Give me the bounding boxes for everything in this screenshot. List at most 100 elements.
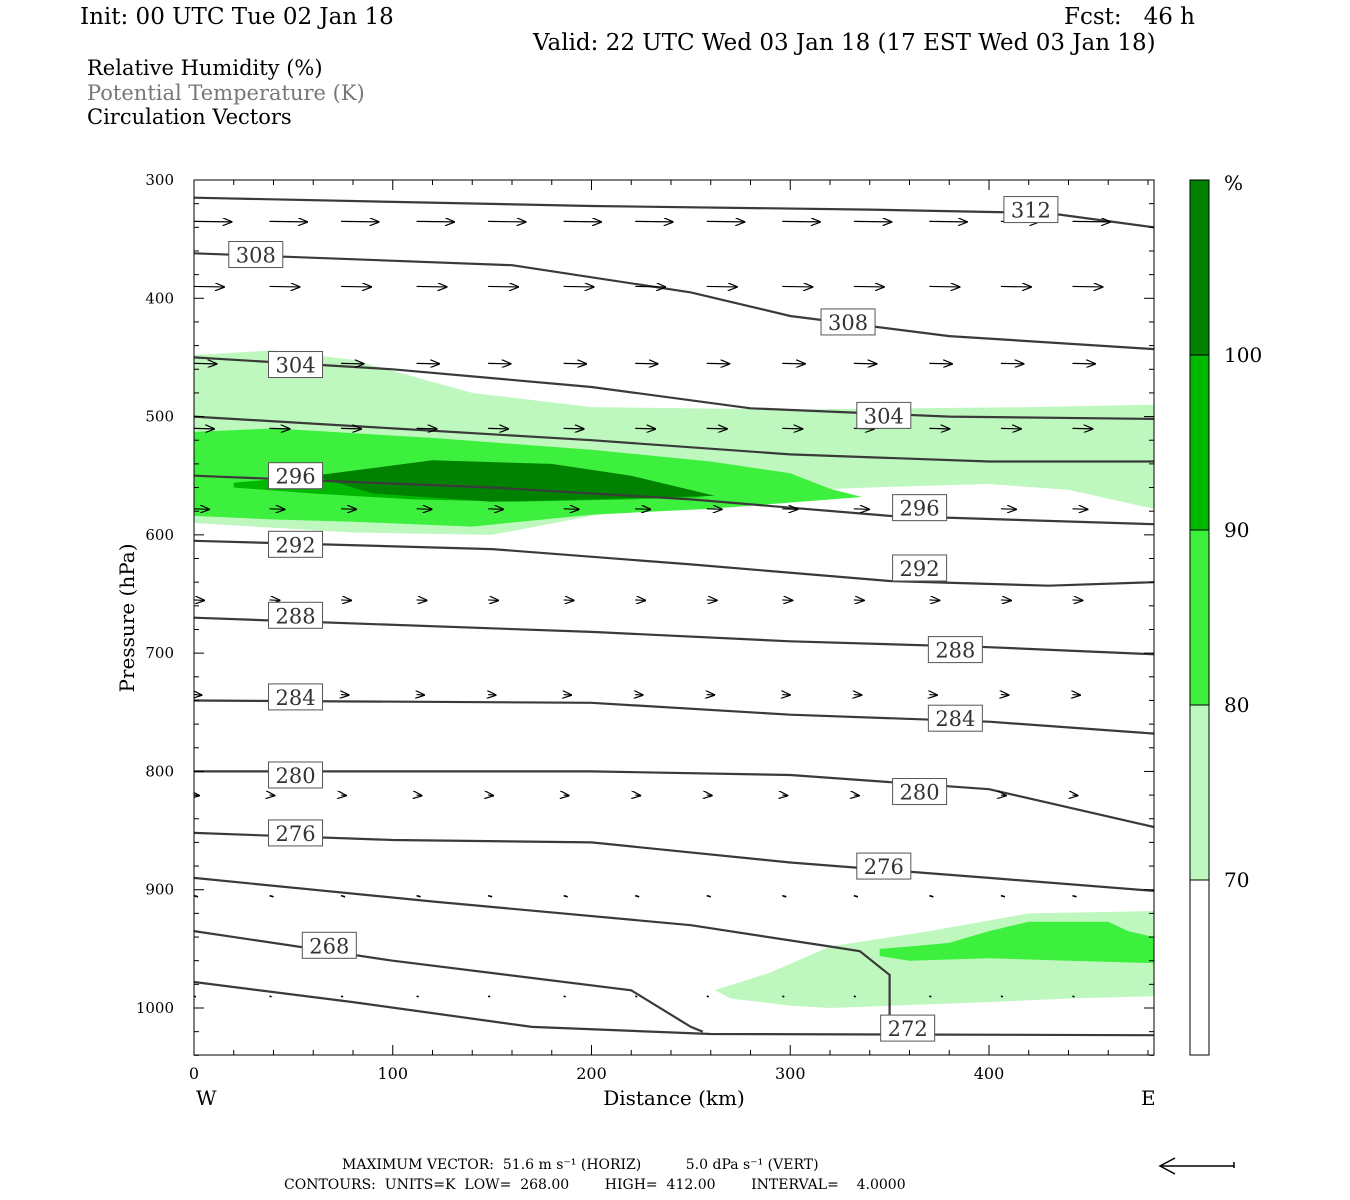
vector-735-6 [635,695,643,696]
svg-text:288: 288 [275,604,315,628]
vector-390-5 [563,286,594,287]
vector-655-3 [416,600,427,601]
isentrope-label-296-0: 296 [268,462,324,490]
colorbar-seg-3 [1190,355,1209,530]
vector-390-1 [269,286,300,287]
vector-510-1 [269,428,290,429]
isentrope-284 [194,699,1154,735]
init-time: Init: 00 UTC Tue 02 Jan 18 [80,4,394,30]
vector-390-9 [853,286,884,287]
vector-578-0 [194,509,209,510]
theta-contour-layer [194,196,1154,1037]
vector-655-7 [706,600,717,601]
vector-820-6 [635,795,640,796]
isentrope-label-280-1: 280 [892,778,948,806]
vector-820-1 [270,795,275,796]
vector-510-6 [635,428,655,429]
y-tick-label-700: 700 [145,644,174,662]
vector-905-2 [340,894,346,898]
vector-905-8 [782,894,787,898]
svg-text:296: 296 [275,465,315,489]
vector-335-1 [269,221,308,222]
isentrope-label-276-0: 276 [268,819,324,847]
y-tick-label-400: 400 [145,289,174,307]
vector-390-8 [782,286,812,287]
max-vector-text: MAXIMUM VECTOR: 51.6 m s⁻¹ (HORIZ) 5.0 d… [342,1157,819,1173]
vector-390-10 [929,286,959,287]
vector-455-12 [1072,363,1095,364]
vector-735-2 [341,695,349,696]
vector-390-6 [635,286,665,287]
x-tick-label-300: 300 [775,1064,806,1083]
vector-390-0 [194,286,224,287]
vector-510-11 [1000,428,1021,429]
vector-335-0 [194,221,232,222]
vector-510-0 [194,428,214,429]
vector-735-10 [929,695,937,696]
x-tick-label-0: 0 [189,1064,199,1083]
colorbar-seg-2 [1190,530,1209,705]
isentrope-label-280-0: 280 [268,761,324,789]
colorbar-label-80: 80 [1224,693,1249,717]
colorbar-unit-label: % [1224,171,1243,195]
vector-390-4 [488,286,518,287]
svg-text:284: 284 [275,686,315,710]
svg-text:280: 280 [275,764,315,788]
isentrope-312 [194,196,1154,229]
vector-578-11 [1000,509,1016,510]
vector-655-11 [1000,600,1011,601]
isentrope-292 [194,539,1154,587]
colorbar-seg-4 [1190,180,1209,355]
vector-990-10 [929,995,932,998]
x-axis-east-label: E [1141,1086,1156,1110]
vector-905-11 [1000,894,1006,898]
y-tick-label-1000: 1000 [136,999,174,1017]
vector-655-12 [1072,600,1082,601]
vector-510-8 [782,428,802,429]
x-axis-west-label: W [196,1086,217,1110]
vector-820-4 [488,795,493,796]
vector-735-4 [488,695,496,696]
vector-510-2 [341,428,361,429]
vector-390-7 [706,286,737,287]
vector-510-4 [488,428,508,429]
svg-text:308: 308 [236,244,276,268]
vector-655-5 [563,600,574,601]
vector-735-3 [417,695,425,696]
vector-578-2 [341,509,356,510]
y-tick-label-300: 300 [145,171,174,189]
vector-905-6 [634,894,640,898]
y-tick-label-900: 900 [145,881,174,899]
legend-theta: Potential Temperature (K) [87,81,365,105]
vector-905-4 [487,894,493,898]
svg-text:280: 280 [900,781,940,805]
vector-510-7 [706,428,727,429]
vector-390-12 [1072,286,1102,287]
x-tick-label-200: 200 [576,1064,607,1083]
vector-510-12 [1072,428,1092,429]
vector-578-8 [782,509,797,510]
vector-735-8 [782,695,790,696]
vector-578-9 [853,509,869,510]
y-tick-label-800: 800 [145,762,174,780]
svg-text:312: 312 [1011,199,1051,223]
vector-990-7 [706,995,709,998]
vector-455-10 [929,363,952,364]
isentrope-308 [194,252,1154,351]
svg-text:284: 284 [935,707,975,731]
vector-655-1 [269,600,280,601]
isentrope-272 [194,876,897,1035]
vector-578-7 [706,509,722,510]
vector-990-3 [416,995,419,998]
vector-510-10 [929,428,949,429]
vector-905-3 [416,894,421,898]
isentrope-268 [194,930,704,1033]
rh-region-100-3 [313,460,715,502]
vector-990-12 [1072,995,1075,998]
isentrope-label-284-1: 284 [927,704,983,732]
vector-820-11 [1001,795,1006,796]
vector-990-6 [634,995,638,998]
plot-frame [193,179,1155,1056]
colorbar-seg-0 [1190,880,1209,1055]
colorbar: 70 80 90 100 [1189,179,1262,1056]
